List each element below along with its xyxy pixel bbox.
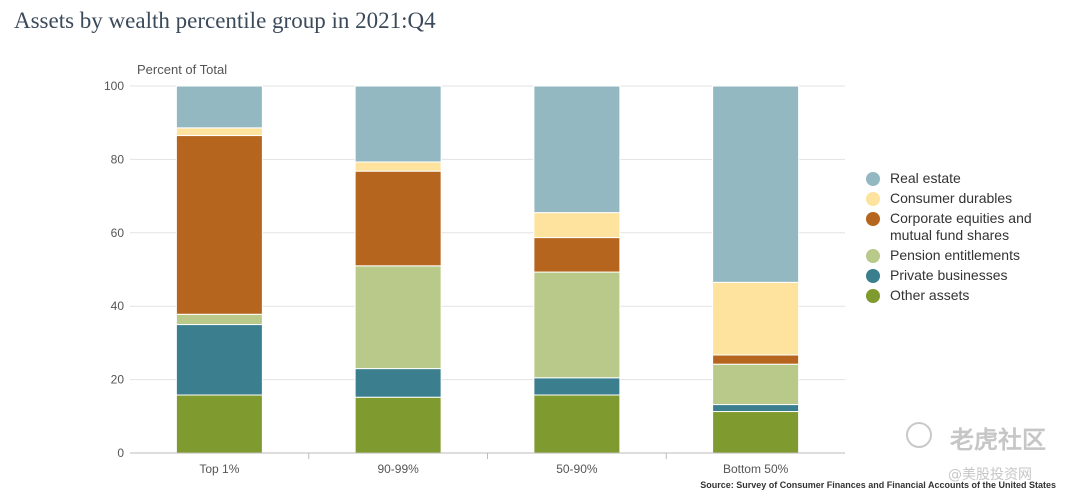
legend-item: Consumer durables <box>866 190 1060 207</box>
y-tick-label: 100 <box>104 79 124 93</box>
bar-segment <box>354 396 442 454</box>
bar-segment <box>175 313 263 326</box>
bar-segment <box>533 394 621 454</box>
watermark-sub-text: @美股投资网 <box>948 467 1032 483</box>
bar-segment <box>354 85 442 163</box>
x-tick-label: Top 1% <box>199 462 239 476</box>
legend-swatch <box>866 269 880 283</box>
y-axis-label: Percent of Total <box>137 62 228 77</box>
bar-segment <box>354 265 442 370</box>
bar-segment <box>175 85 263 129</box>
y-tick-label: 80 <box>111 152 125 166</box>
legend-label: Other assets <box>890 287 970 303</box>
bar-segment <box>354 170 442 267</box>
legend-label: Private businesses <box>890 267 1008 283</box>
x-tick-label: 90-99% <box>377 462 419 476</box>
bar-segment <box>175 324 263 396</box>
legend-swatch <box>866 192 880 206</box>
legend-swatch <box>866 249 880 263</box>
bar-segment <box>354 161 442 172</box>
watermark-main-text: 老虎社区 <box>950 426 1046 454</box>
source-note: Source: Survey of Consumer Finances and … <box>700 480 1056 490</box>
legend-label: Consumer durables <box>890 190 1013 206</box>
y-tick-label: 0 <box>117 446 124 460</box>
bar-segment <box>354 368 442 398</box>
legend-label: Pension entitlements <box>890 247 1020 263</box>
chart-legend: Real estate Consumer durables Corporate eq… <box>866 170 1060 307</box>
bar-segment <box>712 411 800 454</box>
bar-segment <box>533 85 621 214</box>
legend-item: Pension entitlements <box>866 247 1060 264</box>
x-tick-label: 50-90% <box>556 462 598 476</box>
bar-segment <box>533 237 621 273</box>
bar-segment <box>712 281 800 356</box>
chart-title: Assets by wealth percentile group in 202… <box>14 8 436 33</box>
bars <box>175 85 800 454</box>
bar-segment <box>175 135 263 315</box>
bar-segment <box>712 354 800 365</box>
legend-label: Corporate equities and <box>890 210 1032 226</box>
bar-segment <box>533 377 621 396</box>
axes: 0 20 40 60 80 100 Top 1% 90-99% 50-90% Bottom 50% <box>104 79 845 476</box>
bar-segment <box>175 127 263 137</box>
legend-item: Other assets <box>866 287 1060 304</box>
legend-label: mutual fund shares <box>890 227 1010 243</box>
bar-segment <box>712 85 800 283</box>
y-tick-label: 20 <box>111 373 125 387</box>
y-tick-label: 60 <box>111 226 125 240</box>
legend-item: Corporate equities and mutual fund shares <box>866 210 1060 244</box>
x-tick-label: Bottom 50% <box>723 462 789 476</box>
bar-segment <box>175 394 263 454</box>
bar-segment <box>533 271 621 379</box>
bar-segment <box>712 404 800 413</box>
legend-item: Private businesses <box>866 267 1060 284</box>
bar-segment <box>533 212 621 239</box>
legend-swatch <box>866 289 880 303</box>
legend-label: Real estate <box>890 170 961 186</box>
y-tick-label: 40 <box>111 299 125 313</box>
legend-item: Real estate <box>866 170 1060 187</box>
bar-segment <box>712 363 800 406</box>
watermark-logo-icon <box>906 422 932 448</box>
legend-swatch <box>866 212 880 226</box>
legend-swatch <box>866 172 880 186</box>
